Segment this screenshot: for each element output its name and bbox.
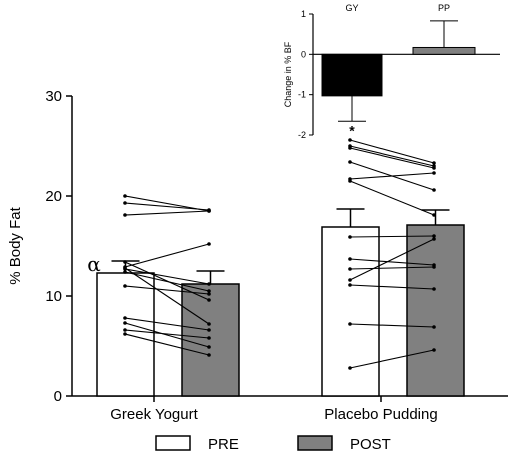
subject-point-pre <box>123 321 127 325</box>
inset-bar <box>321 53 383 97</box>
subject-point-pre <box>123 316 127 320</box>
subject-point-post <box>432 166 436 170</box>
subject-point-pre <box>123 213 127 217</box>
subject-point-pre <box>348 138 352 142</box>
subject-line <box>124 271 210 292</box>
subject-point-post <box>207 353 211 357</box>
alpha-annotation: α <box>87 252 101 276</box>
inset-y-tick-label: 0 <box>301 49 306 59</box>
legend-post-label: POST <box>350 436 391 453</box>
subject-line <box>349 172 435 180</box>
subject-point-post <box>432 161 436 165</box>
subject-point-pre <box>123 284 127 288</box>
subject-point-post <box>432 188 436 192</box>
subject-point-pre <box>348 283 352 287</box>
subject-line <box>124 322 210 348</box>
main-chart: 0 10 20 30 % Body Fat Greek Yogurt Placebo P… <box>7 88 508 423</box>
subject-line <box>349 238 435 281</box>
subject-point-post <box>207 328 211 332</box>
subject-point-post <box>207 209 211 213</box>
subject-point-post <box>432 213 436 217</box>
inset-y-tick-label: -2 <box>298 130 306 140</box>
subject-point-pre <box>348 257 352 261</box>
subject-point-post <box>432 171 436 175</box>
subject-point-pre <box>348 322 352 326</box>
subject-point-post <box>207 289 211 293</box>
inset-bar <box>412 46 476 55</box>
significance-star-annotation: * <box>349 122 355 138</box>
bar-post <box>406 224 465 397</box>
subject-point-pre <box>123 270 127 274</box>
subject-line <box>124 285 210 295</box>
subject-line <box>124 202 210 211</box>
subject-line <box>124 317 210 331</box>
subject-line <box>124 243 210 268</box>
subject-point-pre <box>123 260 127 264</box>
legend-pre-swatch <box>155 435 191 451</box>
subject-point-post <box>432 234 436 238</box>
bar-pre <box>96 272 155 397</box>
bar-pre <box>321 226 380 397</box>
subject-point-pre <box>348 179 352 183</box>
subject-line <box>349 258 435 266</box>
subject-line <box>349 323 435 328</box>
subject-line <box>349 139 435 164</box>
subject-point-post <box>207 282 211 286</box>
subject-point-pre <box>348 267 352 271</box>
subject-point-post <box>432 237 436 241</box>
subject-point-post <box>432 287 436 291</box>
subject-point-post <box>432 265 436 269</box>
subject-line <box>124 210 210 216</box>
subject-point-pre <box>123 267 127 271</box>
subject-line <box>124 329 210 339</box>
subject-point-pre <box>348 278 352 282</box>
x-category-label: Greek Yogurt <box>110 406 198 423</box>
legend: PRE POST <box>155 435 391 453</box>
subject-point-post <box>432 348 436 352</box>
subject-point-pre <box>348 146 352 150</box>
subject-line <box>349 145 435 167</box>
y-tick-label: 10 <box>45 288 62 305</box>
subject-point-post <box>207 292 211 296</box>
subject-line <box>349 147 435 169</box>
subject-line <box>349 284 435 290</box>
legend-pre-label: PRE <box>208 436 239 453</box>
inset-y-tick-label: -1 <box>298 90 306 100</box>
subject-point-pre <box>348 366 352 370</box>
inset-y-tick-label: 1 <box>301 9 306 19</box>
subject-line <box>349 180 435 216</box>
subject-point-pre <box>123 328 127 332</box>
bar-post <box>181 283 240 397</box>
inset-category-label: PP <box>438 3 450 13</box>
subject-point-post <box>432 325 436 329</box>
subject-point-post <box>207 242 211 246</box>
inset-category-label: GY <box>345 3 358 13</box>
subject-line <box>349 266 435 270</box>
subject-point-pre <box>348 160 352 164</box>
y-tick-label: 30 <box>45 88 62 105</box>
x-category-label: Placebo Pudding <box>324 406 437 423</box>
subject-point-post <box>207 336 211 340</box>
y-tick-label: 20 <box>45 188 62 205</box>
subject-point-post <box>207 345 211 349</box>
main-y-axis-label: % Body Fat <box>7 206 24 284</box>
y-tick-label: 0 <box>54 388 62 405</box>
subject-line <box>349 235 435 238</box>
subject-point-post <box>207 298 211 302</box>
inset-y-axis-label: Change in % BF <box>283 41 293 107</box>
subject-point-pre <box>123 201 127 205</box>
subject-point-post <box>207 322 211 326</box>
inset-chart: -2 -1 0 1 Change in % BF GY PP * <box>283 3 500 140</box>
subject-line <box>349 349 435 369</box>
subject-line <box>124 333 210 356</box>
subject-point-pre <box>348 235 352 239</box>
subject-point-pre <box>123 194 127 198</box>
subject-point-pre <box>123 332 127 336</box>
legend-post-swatch <box>297 435 333 451</box>
subject-line <box>124 267 210 325</box>
subject-line <box>124 268 210 285</box>
